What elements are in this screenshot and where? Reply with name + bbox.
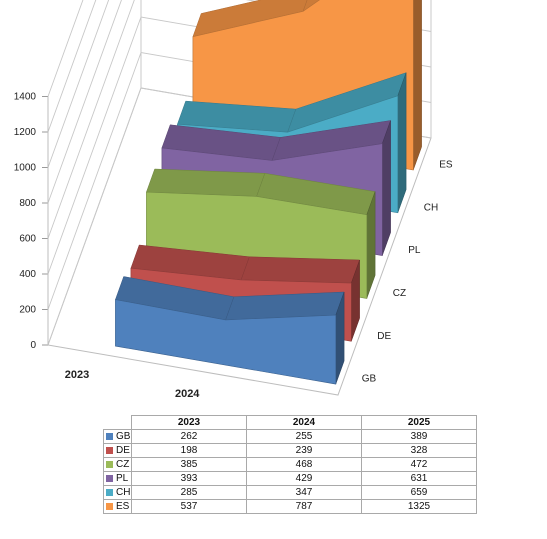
table-cell: 385 bbox=[131, 457, 247, 472]
table-cell: 393 bbox=[131, 471, 247, 486]
table-row: ES 537 787 1325 bbox=[103, 499, 477, 514]
ribbon-front bbox=[115, 299, 337, 385]
ribbon-end bbox=[413, 0, 422, 171]
table-cell: 429 bbox=[246, 471, 362, 486]
table-cell: 255 bbox=[246, 429, 362, 444]
table-series-cell: ES bbox=[103, 499, 132, 514]
series-axis-label: CH bbox=[424, 202, 438, 213]
table-cell: 328 bbox=[361, 443, 477, 458]
gridline bbox=[47, 0, 110, 168]
table-cell: 631 bbox=[361, 471, 477, 486]
table-cell: 347 bbox=[246, 485, 362, 500]
gridline bbox=[47, 0, 97, 133]
legend-key-icon bbox=[106, 474, 113, 482]
x-tick-label: 2024 bbox=[175, 388, 200, 400]
table-cell: 472 bbox=[361, 457, 477, 472]
table-series-cell: PL bbox=[103, 471, 132, 486]
table-cell: 285 bbox=[131, 485, 247, 500]
table-header-2023: 2023 bbox=[131, 415, 247, 430]
table-series-cell: GB bbox=[103, 429, 132, 444]
table-cell: 239 bbox=[246, 443, 362, 458]
table-cell: 659 bbox=[361, 485, 477, 500]
chart-plot: 0200400600800100012001400202320242025GBD… bbox=[14, 0, 453, 401]
legend-key-icon bbox=[106, 502, 113, 510]
chart-ribbons bbox=[115, 0, 422, 385]
data-table: 2023 2024 2025 GB 262 255 389 DE 198 239 328 CZ 3… bbox=[103, 415, 477, 514]
table-series-cell: DE bbox=[103, 443, 132, 458]
table-cell: 262 bbox=[131, 429, 247, 444]
y-tick-label: 400 bbox=[19, 269, 36, 280]
y-tick-label: 600 bbox=[19, 234, 36, 245]
ribbon-end bbox=[397, 72, 407, 213]
legend-key-icon bbox=[106, 488, 113, 496]
x-tick-label: 2023 bbox=[65, 369, 89, 381]
legend-key-icon bbox=[106, 432, 113, 440]
table-cell: 468 bbox=[246, 457, 362, 472]
chart-labels: 0200400600800100012001400202320242025GBD… bbox=[14, 92, 453, 401]
series-ribbon-gb bbox=[115, 276, 345, 385]
table-series-cell: CZ bbox=[103, 457, 132, 472]
table-header-2024: 2024 bbox=[246, 415, 362, 430]
table-series-cell: CH bbox=[103, 485, 132, 500]
table-series-name: ES bbox=[116, 501, 130, 512]
ribbon-end bbox=[382, 120, 391, 256]
table-series-name: GB bbox=[116, 431, 131, 442]
table-cell: 537 bbox=[131, 499, 247, 514]
table-cell: 787 bbox=[246, 499, 362, 514]
gridline bbox=[47, 0, 84, 97]
series-axis-label: GB bbox=[362, 374, 377, 385]
ribbon-top bbox=[146, 168, 266, 197]
table-row: CH 285 347 659 bbox=[103, 485, 477, 500]
y-tick-label: 200 bbox=[19, 305, 36, 316]
legend-key-icon bbox=[106, 460, 113, 468]
table-series-name: CZ bbox=[116, 459, 130, 470]
series-axis-label: ES bbox=[439, 159, 453, 170]
table-row: GB 262 255 389 bbox=[103, 429, 477, 444]
y-tick-label: 1200 bbox=[14, 127, 37, 138]
ribbon-top bbox=[240, 256, 360, 284]
table-header-2025: 2025 bbox=[361, 415, 477, 430]
table-row: CZ 385 468 472 bbox=[103, 457, 477, 472]
chart-grid bbox=[42, 0, 432, 396]
series-axis-label: DE bbox=[377, 331, 391, 342]
table-corner bbox=[103, 415, 132, 430]
y-tick-label: 1000 bbox=[14, 163, 37, 174]
table-cell: 389 bbox=[361, 429, 477, 444]
table-series-name: CH bbox=[116, 487, 131, 498]
legend-key-icon bbox=[106, 446, 113, 454]
series-axis-label: CZ bbox=[393, 288, 406, 299]
table-cell: 1325 bbox=[361, 499, 477, 514]
table-series-name: DE bbox=[116, 445, 130, 456]
y-tick-label: 1400 bbox=[14, 92, 37, 103]
y-tick-label: 0 bbox=[30, 340, 36, 351]
table-cell: 198 bbox=[131, 443, 247, 458]
table-row: DE 198 239 328 bbox=[103, 443, 477, 458]
table-row: PL 393 429 631 bbox=[103, 471, 477, 486]
y-tick-label: 800 bbox=[19, 198, 36, 209]
gridline bbox=[47, 0, 122, 204]
series-axis-label: PL bbox=[408, 245, 421, 256]
table-header-row: 2023 2024 2025 bbox=[103, 415, 477, 430]
table-series-name: PL bbox=[116, 473, 129, 484]
